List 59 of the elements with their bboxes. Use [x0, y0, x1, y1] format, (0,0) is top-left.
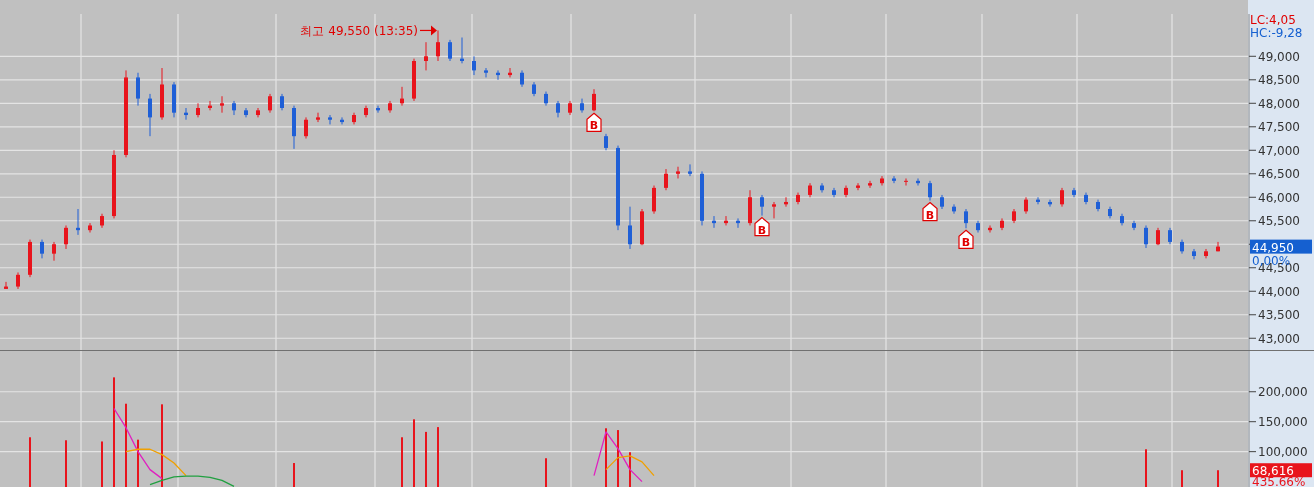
line-series: [149, 475, 235, 487]
candlestick: [928, 180, 932, 202]
candlestick: [196, 102, 200, 118]
candlestick: [40, 239, 44, 259]
candlestick: [136, 72, 140, 107]
candlestick: [484, 67, 488, 78]
candlestick: [772, 201, 776, 219]
candlestick: [448, 39, 452, 62]
y-tick-label: 46,500: [1258, 167, 1300, 182]
candlestick: [652, 185, 656, 215]
y-tick-label: 43,000: [1258, 331, 1300, 346]
candlestick: [436, 29, 440, 62]
text: LC:4,05: [1250, 13, 1296, 27]
annotation: B: [757, 223, 767, 237]
candlestick: [580, 98, 584, 114]
candlestick: [52, 241, 56, 262]
y-tick-label: 200,000: [1258, 385, 1308, 400]
y-tick-label: 48,000: [1258, 96, 1300, 111]
candlestick: [88, 222, 92, 234]
candlestick: [148, 93, 152, 137]
y-tick-label: 100,000: [1258, 445, 1308, 460]
candlestick: [1144, 224, 1148, 249]
y-tick-label: 44,000: [1258, 284, 1300, 299]
annotation: 최고 49,550 (13:35): [300, 23, 418, 38]
candlestick: [64, 224, 68, 250]
y-tick-label: 150,000: [1258, 415, 1308, 430]
candlestick: [892, 175, 896, 184]
y-tick-label: 48,500: [1258, 73, 1300, 88]
candlestick: [268, 93, 272, 114]
y-tick-label: 43,500: [1258, 308, 1300, 323]
candlestick: [664, 168, 668, 191]
candlestick: [904, 177, 908, 187]
y-tick-label: 46,000: [1258, 190, 1300, 205]
y-tick-label: 45,500: [1258, 214, 1300, 229]
candlestick: [760, 194, 764, 217]
y-tick-label: 47,500: [1258, 120, 1300, 135]
text: 44,950: [1252, 240, 1294, 255]
candlestick: [688, 163, 692, 177]
candlestick: [304, 116, 308, 140]
candlestick: [868, 180, 872, 189]
candlestick: [1060, 187, 1064, 208]
candlestick: [628, 206, 632, 250]
annotation: B: [961, 236, 971, 250]
annotation: B: [589, 119, 599, 133]
candlestick: [472, 55, 476, 76]
y-tick-label: 49,000: [1258, 49, 1300, 64]
annotation: B: [925, 208, 935, 222]
candlestick: [964, 208, 968, 229]
candlestick: [220, 95, 224, 114]
candlestick: [316, 112, 320, 123]
candlestick: [1192, 248, 1196, 260]
candlestick: [232, 100, 236, 116]
candlestick: [424, 41, 428, 71]
candlestick: [592, 88, 596, 112]
text: HC:-9,28: [1250, 26, 1303, 40]
candlestick: [328, 114, 332, 125]
candlestick: [880, 175, 884, 187]
candlestick: [676, 166, 680, 179]
y-tick-label: 47,000: [1258, 143, 1300, 158]
